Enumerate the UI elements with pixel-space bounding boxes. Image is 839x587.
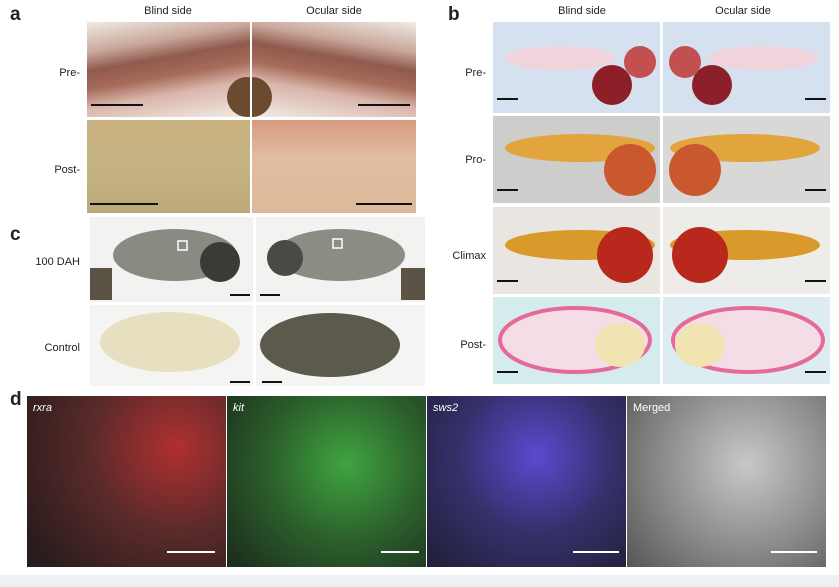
column-header: Blind side — [558, 5, 606, 17]
panel-c-photos — [90, 217, 425, 386]
micrograph: Merged — [627, 396, 826, 567]
column-header: Ocular side — [306, 5, 362, 17]
channel-label: Merged — [633, 402, 671, 414]
channel-label: sws2 — [433, 402, 459, 414]
panel-b-photos — [493, 22, 830, 384]
micrograph: sws2 — [427, 396, 626, 567]
photo — [87, 22, 250, 117]
micrograph: kit — [227, 396, 426, 567]
panel-label: a — [10, 4, 21, 25]
column-header: Blind side — [144, 5, 192, 17]
panel-label: b — [448, 4, 460, 25]
photo — [252, 22, 416, 117]
panel-label: c — [10, 224, 21, 245]
row-label: Control — [44, 342, 80, 354]
row-label: Pre- — [59, 67, 80, 79]
channel-label: kit — [233, 402, 244, 414]
channel-label: rxra — [33, 402, 52, 414]
footer-strip — [0, 575, 839, 587]
photo — [252, 120, 416, 213]
row-label: Pro- — [465, 154, 486, 166]
row-label: Post- — [54, 164, 80, 176]
photo — [87, 120, 250, 213]
row-label: Post- — [460, 339, 486, 351]
row-label: Pre- — [465, 67, 486, 79]
row-label: 100 DAH — [35, 256, 80, 268]
panel-label: d — [10, 389, 22, 410]
micrograph: rxra — [27, 396, 226, 567]
column-header: Ocular side — [715, 5, 771, 17]
row-label: Climax — [452, 250, 486, 262]
